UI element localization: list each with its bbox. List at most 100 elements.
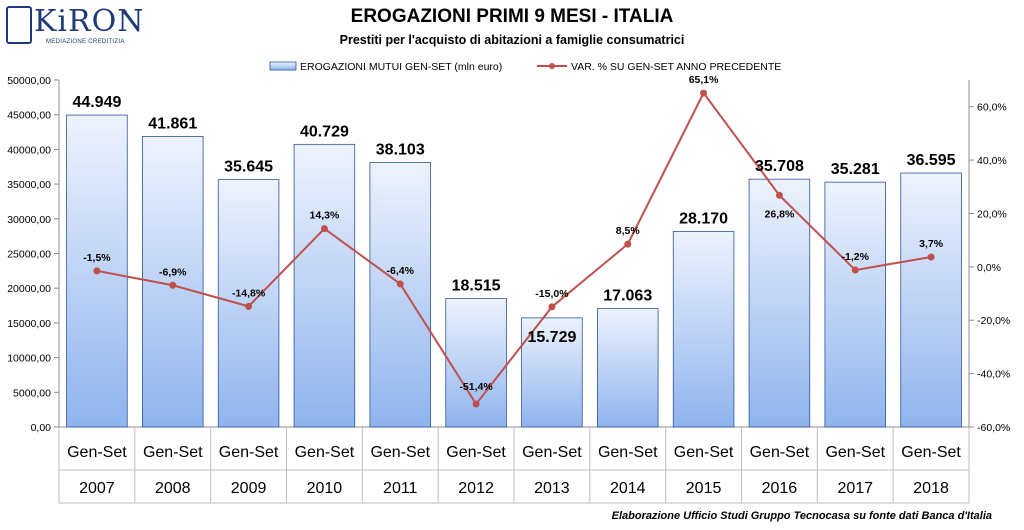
x-tick-label: Gen-Set: [446, 444, 506, 461]
x-year-label: 2009: [231, 480, 267, 497]
x-year-label: 2015: [686, 480, 722, 497]
line-value-label: -6,4%: [387, 265, 415, 277]
line-point: [927, 253, 935, 261]
x-tick-label: Gen-Set: [674, 444, 734, 461]
line-value-label: 3,7%: [919, 238, 944, 250]
line-value-label: 65,1%: [689, 74, 719, 86]
line-series: [96, 91, 932, 406]
line-value-label: 14,3%: [310, 210, 340, 222]
logo-figure-icon: [6, 6, 32, 44]
x-year-label: 2007: [79, 480, 115, 497]
legend-line-marker: [549, 63, 555, 69]
logo-registered-mark: ®: [122, 10, 128, 17]
y-left-tick-label: 50000,00: [7, 75, 51, 87]
x-tick-label: Gen-Set: [825, 444, 885, 461]
y-right-tick-label: -40,0%: [977, 369, 1010, 381]
x-tick-label: Gen-Set: [522, 444, 582, 461]
bar-value-label: 17.063: [603, 288, 652, 305]
bar: [748, 178, 811, 428]
chart-title: EROGAZIONI PRIMI 9 MESI - ITALIA: [350, 6, 674, 27]
x-tick-label: Gen-Set: [67, 444, 127, 461]
x-tick-label: Gen-Set: [370, 444, 430, 461]
y-left-tick-label: 15000,00: [7, 318, 51, 330]
line-value-label: -1,2%: [842, 251, 870, 263]
x-year-label: 2017: [837, 480, 873, 497]
line-point: [700, 89, 708, 97]
bar: [597, 308, 659, 428]
bar-value-label: 41.861: [148, 115, 197, 132]
y-right-tick-label: 20,0%: [977, 208, 1007, 220]
bar-value-label: 44.949: [72, 94, 121, 111]
x-year-label: 2012: [458, 480, 494, 497]
line-point: [169, 281, 177, 289]
bar: [293, 143, 356, 428]
y-left-tick-label: 0,00: [31, 422, 52, 434]
x-tick-label: Gen-Set: [750, 444, 810, 461]
y-right-tick-label: 40,0%: [977, 155, 1007, 167]
x-year-label: 2011: [383, 480, 418, 497]
y-left-tick-label: 35000,00: [7, 179, 51, 191]
y-left-tick-label: 25000,00: [7, 249, 51, 261]
line-point: [851, 266, 859, 274]
logo-name: KiRON: [34, 4, 145, 39]
y-left-tick-label: 10000,00: [7, 353, 51, 365]
line-point: [320, 225, 328, 233]
bar-value-label: 35.645: [224, 159, 273, 176]
x-tick-label: Gen-Set: [295, 444, 355, 461]
line-value-label: -14,8%: [232, 287, 266, 299]
kiron-logo: KiRON ® MEDIAZIONE CREDITIZIA: [6, 4, 143, 46]
bar: [672, 231, 735, 428]
x-year-label: 2010: [307, 480, 343, 497]
bar-value-label: 35.708: [755, 158, 804, 175]
y-left-tick-label: 40000,00: [7, 144, 51, 156]
line-point: [548, 303, 556, 311]
x-year-label: 2013: [534, 480, 570, 497]
y-right-tick-label: -20,0%: [977, 315, 1010, 327]
x-year-label: 2014: [610, 480, 646, 497]
line-point: [93, 267, 101, 275]
bar-value-label: 36.595: [907, 152, 956, 169]
bar-value-label: 40.729: [300, 123, 349, 140]
x-tick-label: Gen-Set: [598, 444, 658, 461]
line-point: [624, 240, 632, 248]
y-left-tick-label: 45000,00: [7, 110, 51, 122]
x-tick-label: Gen-Set: [219, 444, 279, 461]
line-value-label: -6,9%: [159, 266, 187, 278]
legend-bar-label: EROGAZIONI MUTUI GEN-SET (mln euro): [300, 61, 502, 73]
x-year-label: 2008: [155, 480, 191, 497]
bar-value-label: 18.515: [452, 278, 501, 295]
line-point: [245, 302, 253, 310]
x-tick-label: Gen-Set: [901, 444, 961, 461]
bar: [824, 181, 886, 428]
y-right-tick-label: -60,0%: [977, 422, 1010, 434]
line-value-label: -15,0%: [535, 288, 569, 300]
bar: [521, 317, 583, 428]
chart-subtitle: Prestiti per l'acquisto di abitazioni a …: [339, 33, 685, 47]
legend-line-label: VAR. % SU GEN-SET ANNO PRECEDENTE: [571, 61, 781, 73]
line-value-label: -1,5%: [83, 252, 111, 264]
bar-value-label: 35.281: [831, 161, 880, 178]
bar-value-label: 38.103: [376, 142, 425, 159]
x-year-label: 2018: [913, 480, 949, 497]
x-tick-label: Gen-Set: [143, 444, 203, 461]
bar: [900, 172, 962, 428]
y-right-tick-label: 60,0%: [977, 102, 1007, 114]
bar: [369, 162, 431, 428]
y-right-tick-label: 0,0%: [977, 262, 1001, 274]
line-value-label: -51,4%: [459, 381, 493, 393]
y-left-tick-label: 5000,00: [13, 387, 51, 399]
y-left-tick-label: 20000,00: [7, 283, 51, 295]
x-year-label: 2016: [762, 480, 798, 497]
bar-value-label: 28.170: [679, 211, 728, 228]
y-left-tick-label: 30000,00: [7, 214, 51, 226]
logo-tagline: MEDIAZIONE CREDITIZIA: [46, 39, 125, 45]
bar-value-label: 15.729: [527, 329, 576, 346]
source-note: Elaborazione Ufficio Studi Gruppo Tecnoc…: [611, 510, 992, 522]
line-point: [775, 191, 783, 199]
line-point: [396, 280, 404, 288]
line-point: [472, 400, 480, 408]
legend-bar-swatch: [269, 61, 297, 71]
line-value-label: 8,5%: [616, 225, 641, 237]
bar: [445, 298, 507, 428]
